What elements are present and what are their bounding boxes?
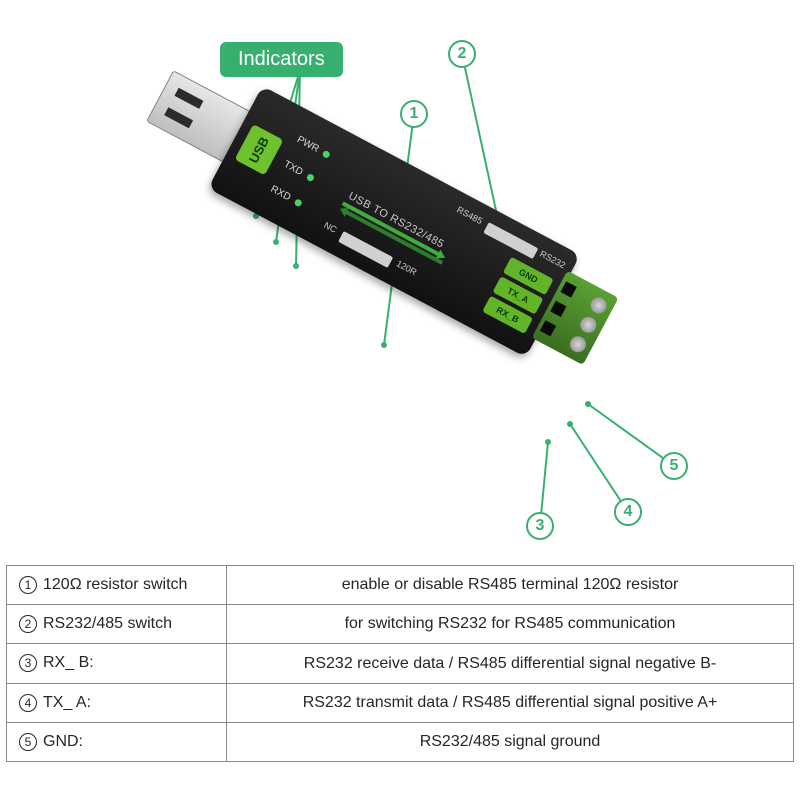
port-icon [550,301,566,317]
row-desc: enable or disable RS485 terminal 120Ω re… [227,566,794,605]
device-illustration: USB PWR TXD RXD USB TO RS232/485 NC 120R… [208,86,642,390]
row-desc: RS232 receive data / RS485 differential … [227,644,794,683]
led-label: TXD [282,158,305,177]
screw-icon [588,295,610,317]
row-number-icon: 5 [19,733,37,751]
row-desc: for switching RS232 for RS485 communicat… [227,605,794,644]
port-icon [540,320,556,336]
row-number-icon: 2 [19,615,37,633]
row-number-icon: 1 [19,576,37,594]
switch-120-label-left: NC [322,220,338,235]
row-name: 3RX_ B: [7,644,227,683]
row-name: 1120Ω resistor switch [7,566,227,605]
screw-icon [567,333,589,355]
spec-table: 1120Ω resistor switchenable or disable R… [6,565,794,762]
row-desc: RS232 transmit data / RS485 differential… [227,683,794,722]
table-row: 5GND:RS232/485 signal ground [7,722,794,761]
indicators-badge: Indicators [220,42,343,77]
callout-5: 5 [660,452,688,480]
led-dot-icon [322,149,331,158]
callout-2: 2 [448,40,476,68]
row-name: 5GND: [7,722,227,761]
screw-icon [578,314,600,336]
row-name: 2RS232/485 switch [7,605,227,644]
callout-1: 1 [400,100,428,128]
row-desc: RS232/485 signal ground [227,722,794,761]
table-row: 3RX_ B:RS232 receive data / RS485 differ… [7,644,794,683]
callout-4: 4 [614,498,642,526]
diagram-area: Indicators 1 2 3 45 USB PWR TXD RXD USB TO … [0,0,800,560]
led-label: PWR [295,134,321,155]
switch-rs-label-left: RS485 [455,204,484,226]
table-row: 2RS232/485 switchfor switching RS232 for… [7,605,794,644]
led-dot-icon [306,172,315,181]
switch-rs-label-right: RS232 [538,249,567,271]
row-number-icon: 3 [19,654,37,672]
led-dot-icon [294,198,303,207]
callout-3: 3 [526,512,554,540]
table-row: 1120Ω resistor switchenable or disable R… [7,566,794,605]
port-icon [561,281,577,297]
led-label: RXD [269,183,293,203]
row-number-icon: 4 [19,694,37,712]
switch-120-label-right: 120R [395,258,419,277]
row-name: 4TX_ A: [7,683,227,722]
table-row: 4TX_ A:RS232 transmit data / RS485 diffe… [7,683,794,722]
